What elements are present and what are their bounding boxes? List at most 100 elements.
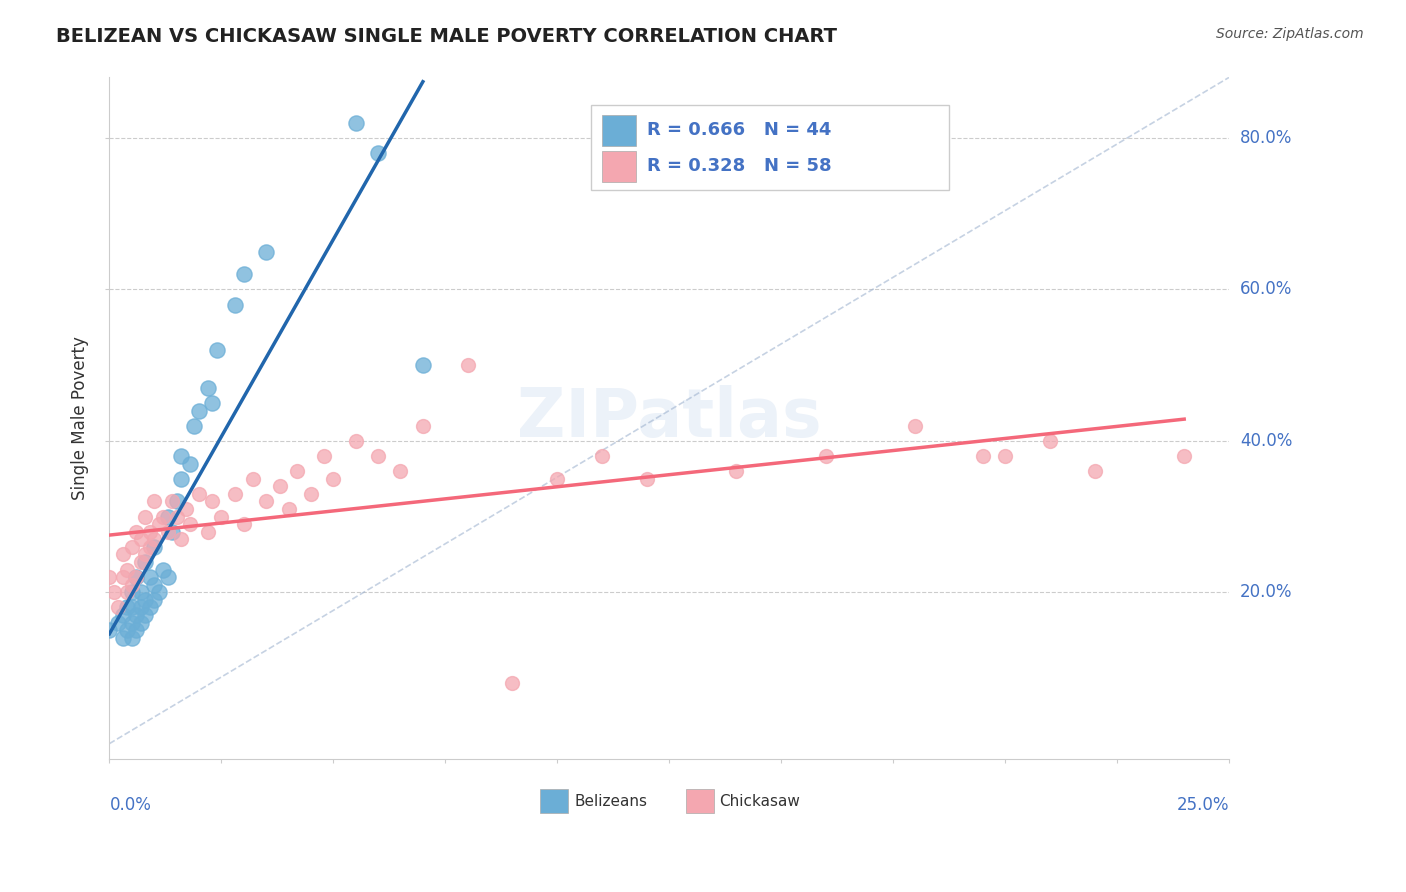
Point bbox=[138, 540, 160, 554]
Point bbox=[156, 524, 179, 539]
Point bbox=[591, 449, 613, 463]
Text: 25.0%: 25.0% bbox=[1177, 797, 1229, 814]
Point bbox=[546, 472, 568, 486]
Bar bbox=[540, 789, 568, 814]
Point bbox=[121, 577, 143, 591]
Point bbox=[138, 600, 160, 615]
Text: Source: ZipAtlas.com: Source: ZipAtlas.com bbox=[1216, 27, 1364, 41]
Point bbox=[148, 517, 170, 532]
Point bbox=[232, 267, 254, 281]
Point bbox=[117, 623, 139, 637]
Point bbox=[904, 418, 927, 433]
Point bbox=[111, 607, 134, 622]
Point bbox=[160, 494, 183, 508]
Text: R = 0.328   N = 58: R = 0.328 N = 58 bbox=[647, 157, 831, 175]
Point bbox=[209, 509, 232, 524]
Bar bbox=[686, 789, 714, 814]
Point bbox=[129, 585, 152, 599]
Text: Chickasaw: Chickasaw bbox=[720, 794, 800, 809]
Text: BELIZEAN VS CHICKASAW SINGLE MALE POVERTY CORRELATION CHART: BELIZEAN VS CHICKASAW SINGLE MALE POVERT… bbox=[56, 27, 837, 45]
Point bbox=[224, 297, 246, 311]
Point bbox=[166, 509, 188, 524]
Point bbox=[111, 570, 134, 584]
Text: 0.0%: 0.0% bbox=[110, 797, 152, 814]
Point bbox=[148, 585, 170, 599]
Point bbox=[134, 607, 156, 622]
Point bbox=[174, 502, 197, 516]
Point bbox=[121, 615, 143, 630]
Point bbox=[111, 631, 134, 645]
Point bbox=[287, 464, 309, 478]
Text: 20.0%: 20.0% bbox=[1240, 583, 1292, 601]
Point bbox=[501, 676, 523, 690]
Point bbox=[179, 457, 201, 471]
Point bbox=[156, 570, 179, 584]
Point bbox=[129, 615, 152, 630]
Point bbox=[138, 524, 160, 539]
Point bbox=[183, 418, 205, 433]
Point bbox=[107, 600, 129, 615]
Point bbox=[972, 449, 994, 463]
Point bbox=[111, 548, 134, 562]
Point bbox=[134, 548, 156, 562]
Point bbox=[107, 615, 129, 630]
Point bbox=[121, 600, 143, 615]
Y-axis label: Single Male Poverty: Single Male Poverty bbox=[72, 336, 89, 500]
Point bbox=[170, 449, 193, 463]
Point bbox=[125, 607, 148, 622]
Point bbox=[277, 502, 299, 516]
Point bbox=[125, 623, 148, 637]
Point bbox=[994, 449, 1017, 463]
Point bbox=[725, 464, 748, 478]
Point bbox=[134, 555, 156, 569]
Point bbox=[1084, 464, 1107, 478]
Point bbox=[224, 487, 246, 501]
Point bbox=[1039, 434, 1062, 448]
Text: Belizeans: Belizeans bbox=[574, 794, 647, 809]
Point bbox=[232, 517, 254, 532]
Point bbox=[314, 449, 336, 463]
Point bbox=[121, 540, 143, 554]
Point bbox=[367, 146, 389, 161]
Point bbox=[143, 494, 166, 508]
Point bbox=[121, 631, 143, 645]
Text: R = 0.666   N = 44: R = 0.666 N = 44 bbox=[647, 121, 831, 139]
Bar bbox=[591, 104, 949, 190]
Point bbox=[269, 479, 291, 493]
Point bbox=[412, 358, 434, 372]
Point bbox=[152, 509, 174, 524]
Point bbox=[125, 524, 148, 539]
Point bbox=[152, 562, 174, 576]
Point bbox=[201, 494, 224, 508]
Point bbox=[143, 533, 166, 547]
Point bbox=[636, 472, 658, 486]
Point bbox=[254, 244, 277, 259]
Point bbox=[129, 555, 152, 569]
Point bbox=[134, 592, 156, 607]
Point bbox=[125, 570, 148, 584]
Point bbox=[242, 472, 264, 486]
Point bbox=[457, 358, 479, 372]
Point bbox=[129, 533, 152, 547]
Point bbox=[117, 600, 139, 615]
Point bbox=[205, 343, 228, 357]
Point bbox=[103, 585, 125, 599]
Text: 60.0%: 60.0% bbox=[1240, 280, 1292, 299]
Point bbox=[197, 524, 219, 539]
Point bbox=[389, 464, 412, 478]
Point bbox=[1173, 449, 1195, 463]
Point bbox=[125, 570, 148, 584]
Point bbox=[143, 592, 166, 607]
Point bbox=[138, 570, 160, 584]
Text: 40.0%: 40.0% bbox=[1240, 432, 1292, 450]
Point bbox=[117, 585, 139, 599]
Bar bbox=[602, 151, 636, 182]
Point bbox=[179, 517, 201, 532]
Point bbox=[143, 577, 166, 591]
Point bbox=[201, 396, 224, 410]
Point bbox=[254, 494, 277, 508]
Point bbox=[160, 524, 183, 539]
Point bbox=[412, 418, 434, 433]
Point bbox=[170, 472, 193, 486]
Point bbox=[121, 585, 143, 599]
